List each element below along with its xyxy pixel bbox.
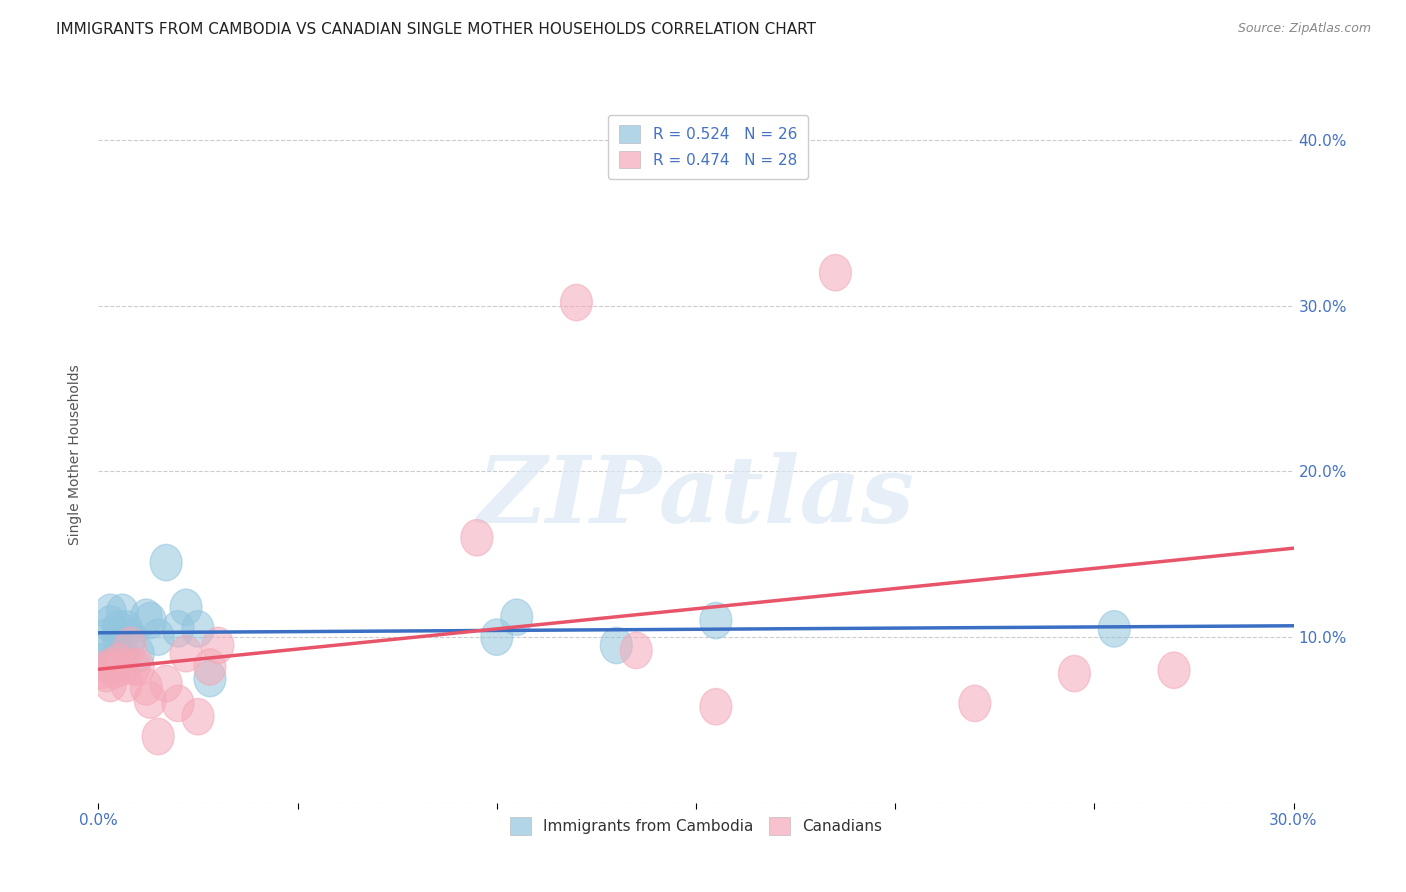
Legend: Immigrants from Cambodia, Canadians: Immigrants from Cambodia, Canadians	[501, 808, 891, 844]
Text: Source: ZipAtlas.com: Source: ZipAtlas.com	[1237, 22, 1371, 36]
Text: IMMIGRANTS FROM CAMBODIA VS CANADIAN SINGLE MOTHER HOUSEHOLDS CORRELATION CHART: IMMIGRANTS FROM CAMBODIA VS CANADIAN SIN…	[56, 22, 817, 37]
Y-axis label: Single Mother Households: Single Mother Households	[69, 365, 83, 545]
Text: ZIPatlas: ZIPatlas	[478, 451, 914, 541]
